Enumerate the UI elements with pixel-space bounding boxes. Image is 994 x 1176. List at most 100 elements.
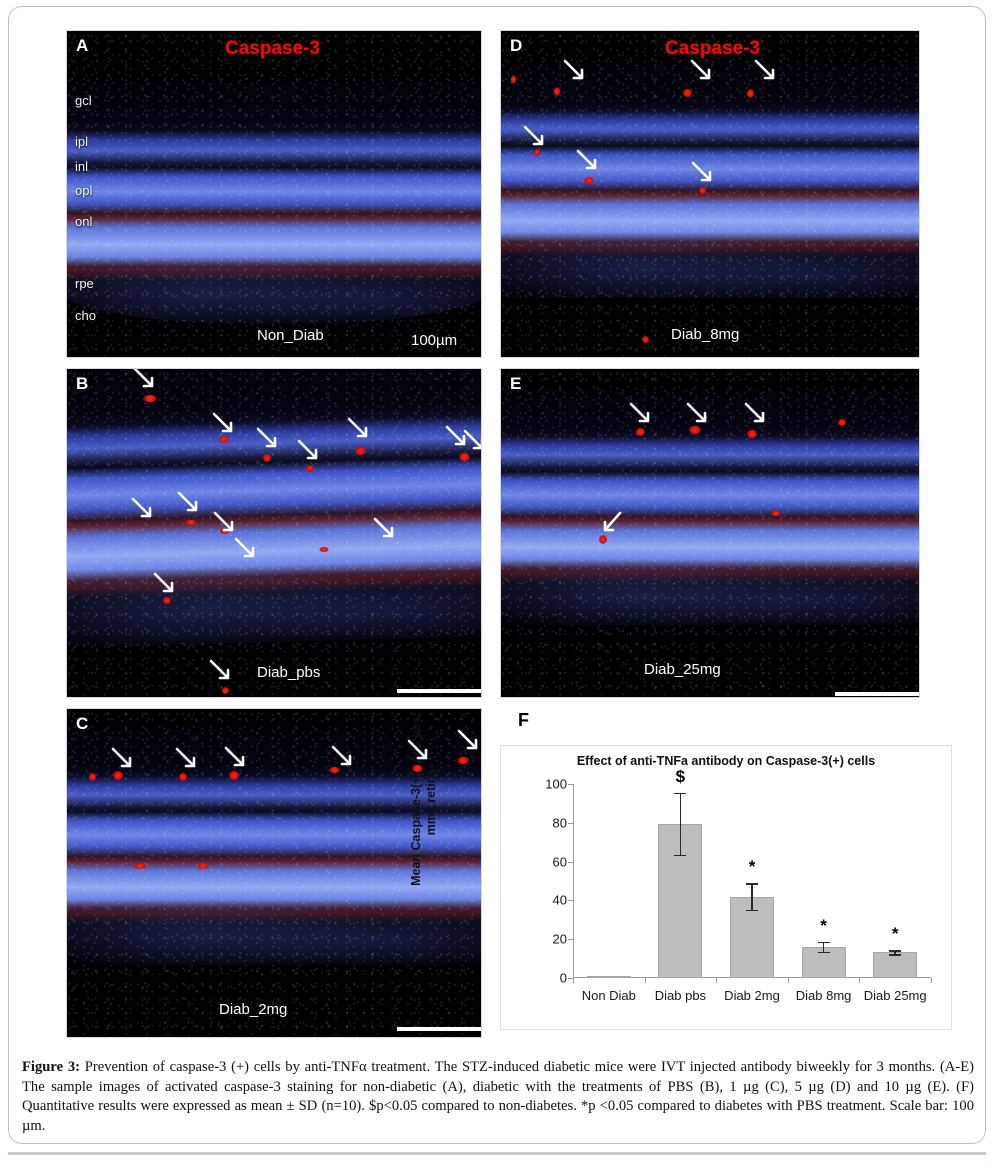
scale-bar	[397, 1027, 481, 1031]
caspase-positive-dot	[133, 864, 147, 869]
caspase-positive-dot	[599, 535, 607, 544]
significance-marker: *	[748, 857, 756, 877]
y-tick-label: 80	[552, 815, 567, 831]
panel-d: D Caspase-3 Diab_8mg	[500, 30, 920, 358]
x-tick-label: Diab pbs	[654, 988, 707, 1003]
pointer-arrow	[209, 659, 237, 687]
panel-letter-c: C	[76, 714, 89, 733]
pointer-arrow	[457, 729, 481, 757]
x-tick-label: Diab 2mg	[724, 988, 780, 1003]
panel-e-image	[501, 369, 919, 697]
pointer-arrow	[523, 125, 551, 153]
caspase-positive-dot	[222, 687, 229, 694]
panel-caption-c: Diab_2mg	[219, 1001, 288, 1018]
caspase-positive-dot	[636, 428, 645, 436]
pointer-arrow	[445, 425, 473, 453]
caspase-positive-dot	[459, 453, 470, 461]
nuclei-speckle	[501, 369, 919, 697]
pointer-arrow	[407, 739, 435, 767]
layer-label-rpe: rpe	[75, 276, 94, 291]
x-tick-mark	[716, 978, 718, 983]
caspase-positive-dot	[683, 89, 692, 97]
pointer-arrow	[373, 517, 401, 545]
pointer-arrow	[153, 572, 181, 600]
nuclei-speckle	[67, 31, 481, 357]
pointer-arrow	[175, 747, 203, 775]
panel-letter-e: E	[510, 374, 522, 393]
scale-bar	[397, 689, 481, 693]
significance-marker: $	[675, 766, 686, 786]
figure-caption: Figure 3: Prevention of caspase-3 (+) ce…	[22, 1058, 974, 1136]
caspase-positive-dot	[412, 765, 423, 772]
layer-label-onl: onl	[75, 214, 93, 229]
caspase-positive-dot	[747, 430, 757, 438]
marker-label-a: Caspase-3	[225, 38, 321, 59]
layer-label-cho: cho	[75, 308, 96, 323]
y-tick-mark	[568, 822, 573, 824]
y-tick-label: 40	[552, 892, 567, 908]
pointer-arrow	[690, 59, 718, 87]
x-tick-label: Diab 8mg	[795, 988, 852, 1003]
y-axis-line	[573, 784, 574, 978]
chart-bar	[873, 952, 918, 978]
pointer-arrow	[111, 747, 139, 775]
nuclei-speckle	[67, 709, 481, 1037]
x-tick-mark	[573, 978, 574, 983]
panel-b-image	[67, 369, 481, 697]
pointer-arrow	[133, 369, 161, 395]
caspase-positive-dot	[179, 773, 187, 781]
pointer-arrow	[131, 497, 159, 525]
caspase-positive-dot	[689, 426, 701, 434]
pointer-arrow	[213, 511, 241, 539]
footer-rule	[8, 1152, 986, 1155]
y-tick-label: 100	[545, 776, 567, 792]
pointer-arrow	[691, 161, 719, 189]
caspase-positive-dot	[185, 520, 197, 525]
panel-caption-a: Non_Diab	[257, 327, 324, 344]
error-bar-cap	[674, 854, 687, 857]
nuclei-speckle	[501, 31, 919, 357]
y-tick-label: 0	[559, 970, 567, 986]
caspase-positive-dot	[355, 447, 366, 455]
error-bar-cap	[746, 909, 758, 912]
error-bar	[894, 950, 896, 955]
error-bar-cap	[889, 950, 902, 952]
nuclei-speckle	[67, 369, 481, 697]
retina-tissue	[67, 83, 481, 325]
x-tick-mark	[931, 978, 932, 983]
pointer-arrow	[463, 429, 481, 457]
pointer-arrow	[563, 59, 591, 87]
layer-label-inl: inl	[75, 159, 89, 174]
y-tick-label: 60	[552, 854, 567, 870]
panel-letter-b: B	[76, 374, 89, 393]
caspase-positive-dot	[511, 75, 516, 84]
caspase-positive-dot	[219, 529, 230, 534]
pointer-arrow	[686, 402, 714, 430]
caspase-positive-dot	[219, 436, 229, 443]
pointer-arrow	[177, 491, 205, 519]
pointer-arrow	[629, 402, 657, 430]
pointer-arrow	[331, 745, 359, 773]
x-tick-mark	[644, 978, 646, 983]
layer-label-gcl: gcl	[75, 93, 92, 108]
error-bar	[751, 883, 753, 910]
error-bar-cap	[746, 883, 758, 885]
panel-c: C Diab_2mg	[66, 708, 482, 1038]
error-bar-cap	[889, 954, 902, 956]
pointer-arrow	[744, 402, 772, 430]
pointer-arrow	[347, 417, 375, 445]
caspase-positive-dot	[838, 419, 846, 426]
caspase-positive-dot	[457, 757, 469, 764]
caspase-positive-dot	[113, 771, 123, 780]
error-bar-cap	[817, 951, 830, 954]
pointer-arrow	[234, 537, 262, 565]
chart-plot-area: 0 20 40 60 80 100 $ * * *	[545, 767, 932, 986]
chart-title: Effect of anti-TNFa antibody on Caspase-…	[576, 754, 876, 768]
caspase-positive-dot	[229, 771, 239, 780]
caspase-positive-dot	[89, 773, 96, 781]
panel-a: A Caspase-3 gcl ipl inl opl onl rpe cho …	[66, 30, 482, 358]
y-tick-mark	[568, 784, 573, 785]
panel-letter-a: A	[76, 36, 89, 55]
pointer-arrow	[297, 439, 325, 467]
caspase-positive-dot	[163, 597, 171, 604]
